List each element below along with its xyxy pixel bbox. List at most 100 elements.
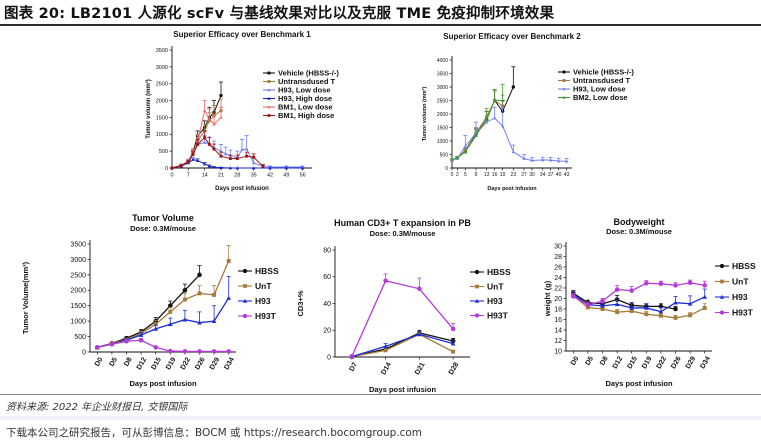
bench1-point-bm1-high-dose — [196, 143, 199, 146]
tumor-y-tick-label: 0 — [82, 349, 86, 356]
cd3-y-axis-label: CD3+% — [296, 290, 305, 316]
bodyweight-point-unt — [659, 314, 663, 318]
chart-cd3-expansion: Human CD3+ T expansion in PBDose: 0.3M/m… — [280, 205, 525, 390]
bench1-legend-marker-untransdused-t — [267, 80, 270, 83]
tumor-point-hbss — [183, 288, 188, 293]
bodyweight-point-h93t — [629, 288, 634, 293]
cd3-series-line-hbss — [352, 333, 453, 357]
bench2-y-tick-label: 2000 — [437, 112, 448, 118]
bench1-legend-marker-bm1-high-dose — [268, 114, 271, 117]
bench2-y-tick-label: 1000 — [437, 139, 448, 145]
bodyweight-x-tick-label: D5 — [585, 355, 596, 366]
bodyweight-point-unt — [674, 316, 678, 320]
bench2-y-tick-label: 1500 — [437, 125, 448, 131]
bench1-point-bm1-low-dose — [219, 116, 222, 119]
cd3-legend-label-h93: H93 — [487, 296, 503, 306]
tumor-y-tick-label: 500 — [74, 334, 86, 341]
bench1-x-tick-label: 56 — [300, 173, 306, 179]
cd3-y-tick-label: 40 — [323, 301, 331, 308]
tumor-y-tick-label: 3500 — [70, 241, 86, 248]
cd3-title: Human CD3+ T expansion in PB — [334, 218, 471, 228]
tumor-series-line-h93 — [97, 298, 228, 347]
bodyweight-y-tick-label: 14 — [554, 327, 562, 334]
tumor-point-hbss — [197, 273, 202, 278]
bench2-x-tick-label: 13 — [484, 172, 490, 178]
disclaimer-text: 下载本公司之研究报告，可从彭博信息：BOCM 或 https://researc… — [6, 425, 422, 440]
tumor-legend-marker-h93t — [243, 314, 247, 318]
tumor-series-line-unt — [97, 261, 228, 347]
cd3-subtitle: Dose: 0.3M/mouse — [370, 229, 436, 238]
cd3-legend-marker-unt — [475, 285, 479, 289]
bench2-y-tick-label: 3500 — [437, 71, 448, 77]
bodyweight-point-h93t — [571, 294, 576, 299]
tumor-y-axis-label: Tumor Volume(mm³) — [21, 261, 30, 334]
cd3-point-unt — [451, 350, 455, 354]
tumor-subtitle: Dose: 0.3M/mouse — [130, 224, 196, 233]
tumor-point-h93t — [124, 339, 129, 344]
bench1-point-bm1-low-dose — [203, 109, 206, 112]
tumor-point-h93t — [197, 349, 202, 354]
bench1-point-vehicle-hbss — [219, 94, 222, 97]
tumor-point-h93t — [153, 345, 158, 350]
tumor-y-tick-label: 1500 — [70, 303, 86, 310]
bench2-x-tick-label: 9 — [475, 172, 478, 178]
bench2-x-tick-label: 27 — [521, 172, 527, 178]
bodyweight-point-h93t — [586, 303, 591, 308]
bench1-legend-label-bm1-high-dose: BM1, High dose — [278, 111, 334, 120]
cd3-x-tick-label: D21 — [414, 361, 427, 376]
cd3-y-tick-label: 0 — [327, 354, 331, 361]
tumor-x-tick-label: D22 — [180, 356, 193, 371]
bench1-title: Superior Efficacy over Benchmark 1 — [173, 30, 311, 39]
bench1-point-bm1-high-dose — [262, 165, 265, 168]
bench1-point-bm1-high-dose — [171, 167, 174, 170]
bench2-y-tick-label: 3000 — [437, 85, 448, 91]
bodyweight-point-unt — [644, 312, 648, 316]
tumor-point-unt — [212, 293, 216, 297]
bench1-point-bm1-high-dose — [180, 164, 183, 167]
bench1-y-tick-label: 0 — [165, 166, 168, 172]
bodyweight-legend-label-h93t: H93T — [732, 307, 754, 317]
bench2-y-tick-label: 2500 — [437, 98, 448, 104]
bench2-x-axis-label: Days post infusion — [487, 186, 537, 192]
bench2-legend-label-bm2-low-dose: BM2, Low dose — [573, 93, 628, 102]
tumor-legend-marker-unt — [243, 284, 247, 288]
bench2-x-tick-label: 43 — [564, 172, 570, 178]
bench2-x-tick-label: 30 — [529, 172, 535, 178]
bodyweight-legend-label-unt: UnT — [732, 276, 749, 286]
tumor-x-tick-label: D5 — [109, 356, 120, 367]
tumor-series-line-hbss — [97, 275, 199, 348]
bodyweight-x-tick-label: D8 — [599, 355, 610, 366]
bench1-y-tick-label: 500 — [159, 149, 168, 155]
bodyweight-y-tick-label: 28 — [554, 254, 562, 261]
figure-title: 图表 20: LB2101 人源化 scFv 与基线效果对比以及克服 TME 免… — [4, 2, 554, 23]
bench2-y-tick-label: 500 — [440, 152, 449, 158]
bodyweight-x-tick-label: D15 — [626, 355, 639, 370]
bodyweight-y-tick-label: 18 — [554, 306, 562, 313]
cd3-legend-label-h93t: H93T — [487, 310, 509, 320]
bodyweight-y-tick-label: 26 — [554, 264, 562, 271]
cd3-point-unt — [384, 348, 388, 352]
bodyweight-point-unt — [688, 313, 692, 317]
bench1-point-bm1-high-dose — [208, 143, 211, 146]
bodyweight-y-tick-label: 30 — [554, 243, 562, 250]
bench2-x-tick-label: 19 — [500, 172, 506, 178]
bodyweight-subtitle: Dose: 0.3M/mouse — [606, 227, 672, 236]
tumor-y-tick-label: 2500 — [70, 272, 86, 279]
bench2-series-line-h93-low-dose — [452, 118, 567, 161]
cd3-y-tick-label: 80 — [323, 247, 331, 254]
cd3-y-tick-label: 20 — [323, 328, 331, 335]
bodyweight-y-tick-label: 20 — [554, 296, 562, 303]
bodyweight-y-tick-label: 12 — [554, 338, 562, 345]
tumor-x-tick-label: D26 — [194, 356, 207, 371]
bench1-x-axis-label: Days post infusion — [215, 186, 269, 192]
bench1-y-tick-label: 3000 — [156, 65, 168, 71]
bench2-point-vehicle-hbss — [512, 85, 515, 88]
cd3-x-tick-label: D28 — [448, 361, 461, 376]
tumor-point-h93t — [110, 342, 115, 347]
bench2-title: Superior Efficacy over Benchmark 2 — [443, 32, 581, 41]
bodyweight-legend-label-hbss: HBSS — [732, 261, 756, 271]
bench2-legend-marker-untransdused-t — [562, 79, 565, 82]
tumor-title: Tumor Volume — [132, 213, 194, 223]
bench2-x-tick-label: 5 — [464, 172, 467, 178]
bench1-y-tick-label: 2000 — [156, 98, 168, 104]
